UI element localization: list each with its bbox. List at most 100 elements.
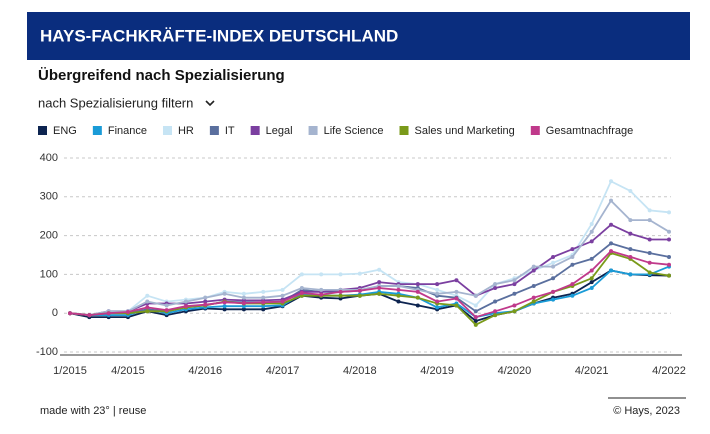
point [396,287,401,292]
point [531,264,536,269]
point [299,272,304,277]
legend-swatch [209,126,219,135]
point [609,268,614,273]
point [473,315,478,320]
filter-dropdown[interactable]: nach Spezialisierung filtern [38,95,215,110]
point [241,295,246,300]
y-tick-label: 300 [40,191,58,203]
point [164,303,169,308]
point [241,291,246,296]
point [280,293,285,298]
point [667,262,671,267]
point [609,241,614,246]
point [68,311,72,316]
point [551,264,556,269]
point [241,301,246,306]
point [473,309,478,314]
point [628,272,633,277]
legend-swatch [92,126,102,135]
point [145,293,150,298]
series-line [69,250,670,319]
point [589,285,594,290]
point [261,300,266,305]
point [280,299,285,304]
point [473,322,478,327]
point [377,280,382,285]
legend-swatch [250,126,260,135]
point [145,305,150,310]
point [589,280,594,285]
legend-label: Finance [108,125,147,137]
series-line [69,223,669,317]
footer-right: © Hays, 2023 [613,405,680,417]
point [473,318,478,323]
point [454,296,459,301]
point [377,291,382,296]
series-line [69,180,670,317]
header-title: HAYS-FACHKRÄFTE-INDEX DEUTSCHLAND [40,26,398,45]
x-tick-label: 4/2018 [343,365,377,377]
point [145,309,150,314]
point [319,287,324,292]
point [396,293,401,298]
legend-label: Sales und Marketing [415,125,515,137]
point [164,308,169,313]
point [493,299,498,304]
point [589,256,594,261]
legend-label: Legal [266,125,293,137]
series-line [69,252,670,326]
point [647,251,652,256]
point [609,179,614,184]
point [551,260,556,265]
x-tick-label: 4/2020 [498,365,532,377]
point [106,311,111,316]
point [589,239,594,244]
point [647,270,652,275]
point [261,289,266,294]
legend-label: ENG [53,125,77,137]
point [454,289,459,294]
point [493,313,498,318]
point [435,291,440,296]
series-line [69,199,670,317]
point [222,304,227,309]
x-tick-label: 4/2021 [575,365,609,377]
point [628,247,633,252]
point [203,299,208,304]
x-tick-label: 4/2015 [111,365,145,377]
point [299,285,304,290]
point [415,282,420,287]
point [570,262,575,267]
legend-label: Gesamtnachfrage [546,125,633,137]
point [628,218,633,223]
chevron[interactable] [205,100,215,107]
point [551,289,556,294]
point [222,307,227,312]
point [435,282,440,287]
point [667,229,671,234]
point [493,309,498,314]
legend-swatch [399,126,409,135]
point [609,198,614,203]
point [473,293,478,298]
point [435,299,440,304]
y-tick-label: 100 [40,268,58,280]
point [531,295,536,300]
legend-label: HR [178,125,194,137]
point [377,285,382,290]
filter-label[interactable]: nach Spezialisierung filtern [38,95,193,110]
point [628,254,633,259]
point [628,188,633,193]
point [667,273,671,278]
point [454,303,459,308]
point [570,254,575,259]
point [531,284,536,289]
point [647,237,652,242]
y-tick-label: -100 [36,346,58,358]
point [435,287,440,292]
y-tick-label: 400 [40,152,58,164]
point [667,237,671,242]
x-tick-label: 4/2022 [652,365,686,377]
legend-label: Life Science [324,125,384,137]
point [512,309,517,314]
